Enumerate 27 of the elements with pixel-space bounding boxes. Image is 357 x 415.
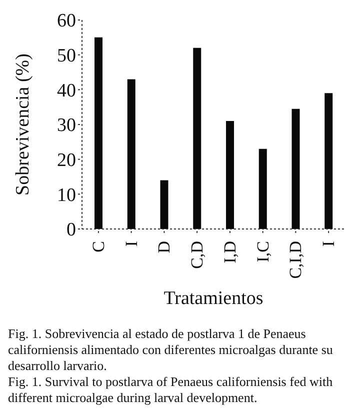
x-tick-label: C,I,D bbox=[286, 241, 306, 279]
x-tick-label: D bbox=[154, 241, 174, 254]
caption: Fig. 1. Sobrevivencia al estado de postlarva 1 de Penaeus californiensis alimentado con diferentes microalgas durante su desarrollo larvario. bbox=[8, 326, 334, 374]
y-tick-label: 50 bbox=[57, 46, 76, 67]
caption: Fig. 1. Survival to postlarva of Penaeus californiensis fed with different microalgae during larval development. bbox=[8, 374, 334, 406]
bar bbox=[193, 48, 202, 229]
y-tick-label: 10 bbox=[57, 184, 76, 206]
bar bbox=[94, 37, 102, 229]
y-tick-label: 40 bbox=[57, 80, 76, 102]
x-tick-label: I bbox=[122, 240, 141, 247]
bar bbox=[324, 93, 333, 229]
bar bbox=[226, 121, 234, 229]
x-tick-label: I,D bbox=[220, 241, 240, 264]
y-tick-label: 30 bbox=[57, 115, 76, 136]
bar bbox=[292, 108, 300, 229]
bar bbox=[127, 79, 136, 229]
bar bbox=[160, 180, 168, 229]
y-axis-title: Sobrevivencia (%) bbox=[12, 54, 34, 196]
x-tick-label: C,D bbox=[188, 241, 207, 269]
x-tick-label: C bbox=[88, 241, 108, 252]
y-tick-label: 0 bbox=[66, 220, 76, 241]
x-tick-label: I bbox=[319, 240, 338, 247]
bar bbox=[258, 148, 267, 229]
x-tick-label: I,C bbox=[253, 241, 272, 262]
x-axis-title: Tratamientos bbox=[164, 288, 264, 309]
y-tick-label: 20 bbox=[57, 150, 76, 172]
y-tick-label: 60 bbox=[57, 10, 76, 32]
